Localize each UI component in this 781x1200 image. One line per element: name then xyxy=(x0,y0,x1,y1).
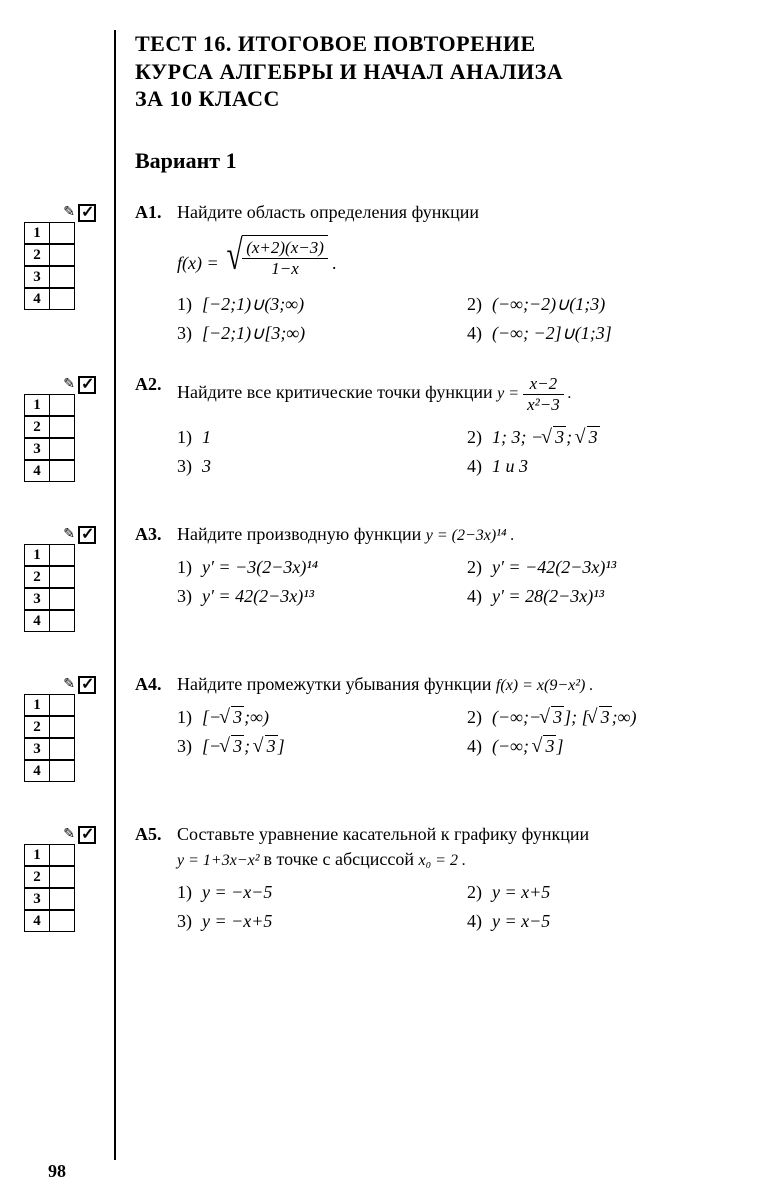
pencil-icon: ✎ xyxy=(63,376,75,394)
question-A4: ✎ 1 2 3 4 А4. Найдите промежутки убывани… xyxy=(25,674,736,794)
grid-number: 1 xyxy=(24,222,50,244)
title-line: КУРСА АЛГЕБРЫ И НАЧАЛ АНАЛИЗА xyxy=(135,58,736,86)
grid-number: 1 xyxy=(24,844,50,866)
pencil-icon: ✎ xyxy=(63,204,75,222)
answer-box[interactable] xyxy=(49,266,75,288)
check-icon xyxy=(78,676,96,694)
question-label: А5. xyxy=(135,824,173,845)
answer-box[interactable] xyxy=(49,394,75,416)
answer-box[interactable] xyxy=(49,716,75,738)
answer-box[interactable] xyxy=(49,222,75,244)
answer-box[interactable] xyxy=(49,610,75,632)
options: 1)[−3;∞) 2)(−∞;−3]; [3;∞) 3)[−3; 3] 4)(−… xyxy=(177,707,736,757)
answer-box[interactable] xyxy=(49,738,75,760)
grid-number: 3 xyxy=(24,266,50,288)
options: 1)1 2)1; 3; −3; 3 3)3 4)1 и 3 xyxy=(177,427,736,477)
grid-number: 3 xyxy=(24,588,50,610)
answer-box[interactable] xyxy=(49,588,75,610)
pencil-icon: ✎ xyxy=(63,676,75,694)
answer-box[interactable] xyxy=(49,760,75,782)
grid-number: 2 xyxy=(24,244,50,266)
question-text: Найдите область определения функции xyxy=(177,202,479,222)
answer-box[interactable] xyxy=(49,694,75,716)
options: 1)[−2;1)∪(3;∞) 2)(−∞;−2)∪(1;3) 3)[−2;1)∪… xyxy=(177,294,736,344)
answer-box[interactable] xyxy=(49,910,75,932)
question-A5: ✎ 1 2 3 4 А5. Составьте уравнение касате… xyxy=(25,824,736,944)
test-title: ТЕСТ 16. ИТОГОВОЕ ПОВТОРЕНИЕ КУРСА АЛГЕБ… xyxy=(135,30,736,113)
answer-box[interactable] xyxy=(49,866,75,888)
title-line: ТЕСТ 16. ИТОГОВОЕ ПОВТОРЕНИЕ xyxy=(135,30,736,58)
options: 1)y = −x−5 2)y = x+5 3)y = −x+5 4)y = x−… xyxy=(177,882,736,932)
formula-inline: y = 1+3x−x² xyxy=(177,852,260,869)
question-A1: ✎ 1 2 3 4 А1. Найдите область определени… xyxy=(25,202,736,344)
grid-number: 3 xyxy=(24,888,50,910)
question-text: Найдите промежутки убывания функции xyxy=(177,674,496,694)
grid-number: 2 xyxy=(24,716,50,738)
question-text: Составьте уравнение касательной к график… xyxy=(177,824,589,844)
question-text: Найдите все критические точки функции xyxy=(177,382,497,402)
formula-inline: f(x) = x(9−x²) . xyxy=(496,677,593,694)
pencil-icon: ✎ xyxy=(63,526,75,544)
grid-number: 1 xyxy=(24,394,50,416)
answer-box[interactable] xyxy=(49,460,75,482)
grid-number: 3 xyxy=(24,438,50,460)
question-label: А4. xyxy=(135,674,173,695)
grid-number: 3 xyxy=(24,738,50,760)
answer-box[interactable] xyxy=(49,416,75,438)
answer-grid: ✎ 1 2 3 4 xyxy=(24,376,102,484)
question-A2: ✎ 1 2 3 4 А2. Найдите все критические то… xyxy=(25,374,736,494)
question-label: А3. xyxy=(135,524,173,545)
answer-grid: ✎ 1 2 3 4 xyxy=(24,526,102,634)
grid-number: 4 xyxy=(24,910,50,932)
grid-number: 4 xyxy=(24,610,50,632)
answer-grid: ✎ 1 2 3 4 xyxy=(24,826,102,934)
check-icon xyxy=(78,826,96,844)
answer-grid: ✎ 1 2 3 4 xyxy=(24,676,102,784)
answer-grid: ✎ 1 2 3 4 xyxy=(24,204,102,312)
answer-box[interactable] xyxy=(49,544,75,566)
answer-box[interactable] xyxy=(49,844,75,866)
grid-number: 4 xyxy=(24,288,50,310)
answer-box[interactable] xyxy=(49,288,75,310)
grid-number: 1 xyxy=(24,544,50,566)
grid-number: 4 xyxy=(24,760,50,782)
formula: f(x) = √ (x+2)(x−3)1−x . xyxy=(177,235,736,279)
answer-box[interactable] xyxy=(49,438,75,460)
check-icon xyxy=(78,204,96,222)
grid-number: 2 xyxy=(24,866,50,888)
grid-number: 2 xyxy=(24,566,50,588)
variant-label: Вариант 1 xyxy=(135,148,736,174)
question-text: Найдите производную функции xyxy=(177,524,426,544)
grid-number: 1 xyxy=(24,694,50,716)
check-icon xyxy=(78,376,96,394)
grid-number: 2 xyxy=(24,416,50,438)
pencil-icon: ✎ xyxy=(63,826,75,844)
title-line: ЗА 10 КЛАСС xyxy=(135,85,736,113)
check-icon xyxy=(78,526,96,544)
question-label: А2. xyxy=(135,374,173,395)
formula-inline: y = (2−3x)¹⁴ . xyxy=(426,527,515,544)
grid-number: 4 xyxy=(24,460,50,482)
question-A3: ✎ 1 2 3 4 А3. Найдите производную функци… xyxy=(25,524,736,644)
answer-box[interactable] xyxy=(49,244,75,266)
answer-box[interactable] xyxy=(49,888,75,910)
options: 1)y′ = −3(2−3x)¹⁴ 2)y′ = −42(2−3x)¹³ 3)y… xyxy=(177,557,736,607)
question-label: А1. xyxy=(135,202,173,223)
answer-box[interactable] xyxy=(49,566,75,588)
page-number: 98 xyxy=(48,1161,66,1182)
